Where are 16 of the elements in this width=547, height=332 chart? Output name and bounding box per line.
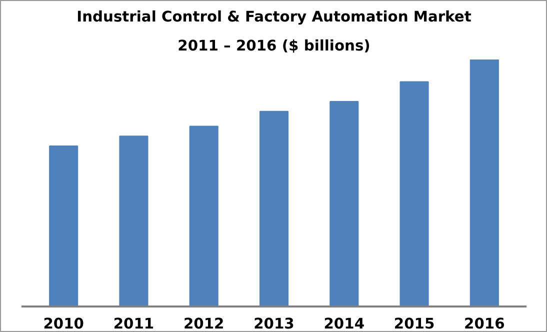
x-tick-label: 2015 xyxy=(394,316,435,332)
x-tick-label: 2016 xyxy=(464,316,505,332)
x-tick-label: 2010 xyxy=(43,316,84,332)
chart-title: Industrial Control & Factory Automation Market xyxy=(76,8,472,26)
bar xyxy=(49,145,78,306)
bar xyxy=(330,100,359,306)
bar xyxy=(189,126,218,306)
bar xyxy=(119,136,148,306)
x-tick-label: 2012 xyxy=(183,316,224,332)
bar xyxy=(470,60,499,306)
x-tick-label: 2014 xyxy=(324,316,365,332)
x-tick-label: 2013 xyxy=(254,316,294,332)
chart-subtitle: 2011 – 2016 ($ billions) xyxy=(178,38,370,54)
bar xyxy=(400,81,429,306)
x-tick-label: 2011 xyxy=(113,316,154,332)
bar xyxy=(259,110,289,306)
